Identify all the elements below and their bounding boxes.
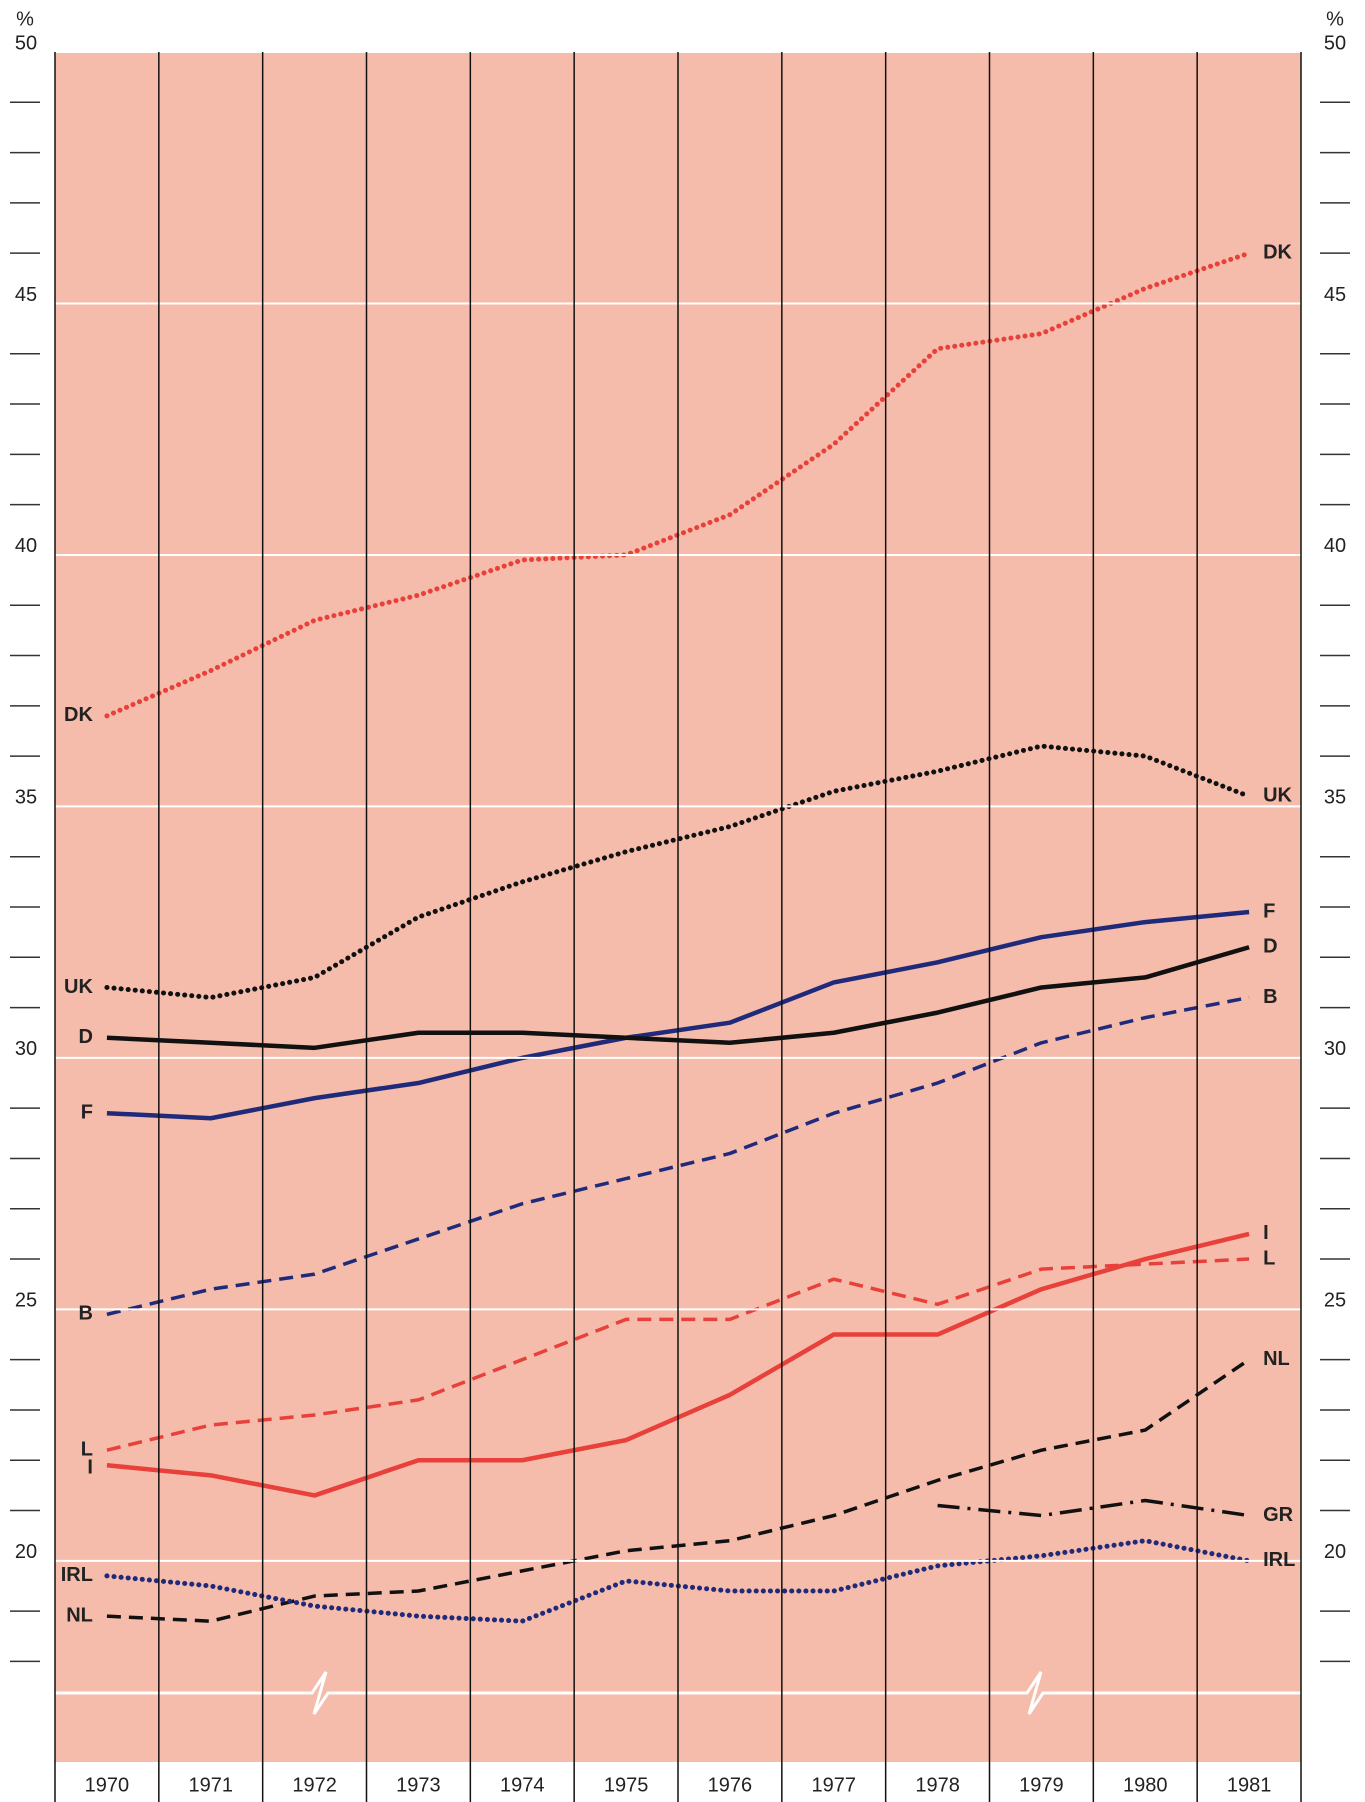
y-tick-label: 45 (15, 284, 37, 306)
y-tick-label: 40 (15, 535, 37, 557)
y-tick-label-right: 35 (1324, 787, 1346, 809)
y-tick-label-right: 45 (1324, 284, 1346, 306)
series-label-right: I (1263, 1222, 1269, 1244)
series-label-left: NL (66, 1604, 93, 1626)
chart: % % 20 20 25 25 30 30 35 35 40 40 45 45 50 50 1970 1971… (0, 0, 1365, 1802)
y-tick-label: 50 (15, 32, 37, 54)
y-tick-label-right: 40 (1324, 535, 1346, 557)
x-tick-label: 1973 (396, 1774, 441, 1796)
series-label-left: IRL (61, 1564, 93, 1586)
x-tick-label: 1979 (1019, 1774, 1064, 1796)
page: % % 20 20 25 25 30 30 35 35 40 40 45 45 50 50 1970 1971… (0, 0, 1365, 1802)
x-tick-label: 1978 (915, 1774, 960, 1796)
series-label-left: B (78, 1303, 92, 1325)
x-tick-label: 1981 (1227, 1774, 1272, 1796)
x-tick-label: 1971 (189, 1774, 234, 1796)
series-label-right: DK (1263, 241, 1292, 263)
x-tick-label: 1976 (708, 1774, 753, 1796)
series-label-right: UK (1263, 785, 1292, 807)
x-tick-label: 1970 (85, 1774, 130, 1796)
series-label-right: L (1263, 1247, 1275, 1269)
y-tick-label: 20 (15, 1541, 37, 1563)
series-label-left: UK (64, 976, 93, 998)
x-tick-label: 1974 (500, 1774, 545, 1796)
series-label-right: D (1263, 936, 1277, 958)
series-label-right: IRL (1263, 1549, 1295, 1571)
y-tick-label-right: 20 (1324, 1541, 1346, 1563)
series-label-right: NL (1263, 1348, 1290, 1370)
series-label-left: I (87, 1456, 93, 1478)
y-tick-label: 35 (15, 787, 37, 809)
y-unit-right: % (1326, 8, 1344, 30)
y-unit-left: % (16, 8, 34, 30)
x-tick-label: 1980 (1123, 1774, 1168, 1796)
series-label-right: B (1263, 986, 1277, 1008)
series-label-right: F (1263, 900, 1275, 922)
series-label-left: D (78, 1026, 92, 1048)
y-tick-label-right: 30 (1324, 1038, 1346, 1060)
y-tick-label: 25 (15, 1290, 37, 1312)
y-tick-label-right: 50 (1324, 32, 1346, 54)
y-tick-label: 30 (15, 1038, 37, 1060)
series-label-right: GR (1263, 1504, 1294, 1526)
series-label-left: F (81, 1101, 93, 1123)
series-label-left: DK (64, 704, 93, 726)
x-tick-label: 1975 (604, 1774, 649, 1796)
x-tick-label: 1972 (292, 1774, 337, 1796)
y-tick-label-right: 25 (1324, 1290, 1346, 1312)
x-tick-label: 1977 (812, 1774, 857, 1796)
